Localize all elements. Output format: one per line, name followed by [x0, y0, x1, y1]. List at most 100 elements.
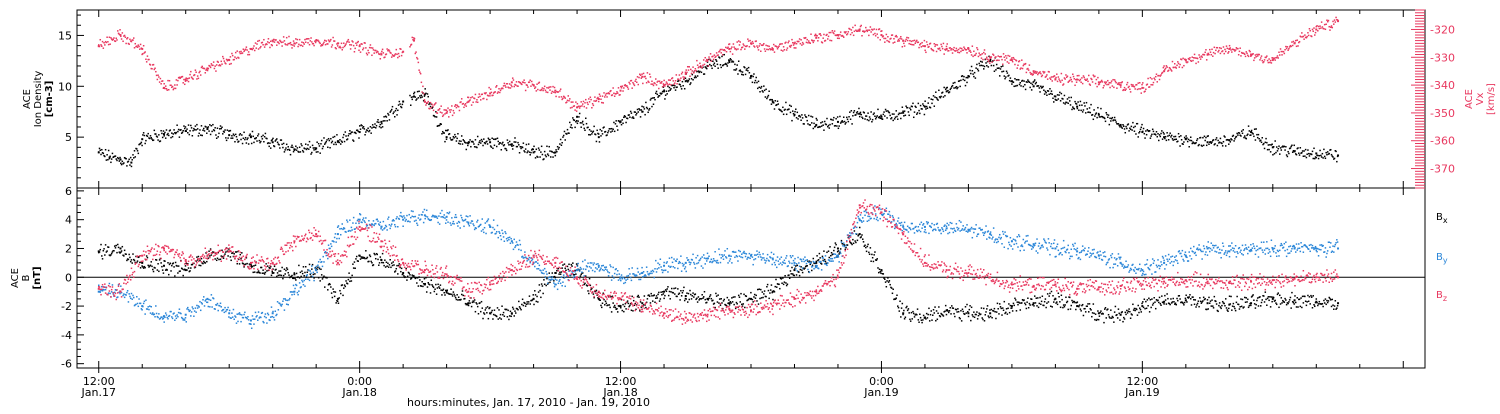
- data-point: [1005, 312, 1007, 314]
- data-point: [216, 64, 218, 66]
- data-point: [453, 137, 455, 139]
- data-point: [714, 54, 716, 56]
- data-point: [1051, 90, 1053, 92]
- y2-label-line: [km/s]: [1486, 83, 1497, 115]
- data-point: [1157, 133, 1159, 135]
- data-point: [1018, 79, 1020, 81]
- data-point: [555, 155, 557, 157]
- data-point: [397, 110, 399, 112]
- data-point: [458, 143, 460, 145]
- data-point: [1179, 64, 1181, 66]
- data-point: [767, 284, 769, 286]
- data-point: [355, 133, 357, 135]
- data-point: [304, 148, 306, 150]
- data-point: [201, 125, 203, 127]
- data-point: [571, 265, 573, 267]
- data-point: [373, 126, 375, 128]
- data-point: [918, 47, 920, 49]
- data-point: [440, 284, 442, 286]
- data-point: [1025, 63, 1027, 65]
- data-point: [1253, 136, 1255, 138]
- data-point: [971, 66, 973, 68]
- data-point: [927, 314, 929, 316]
- data-point: [970, 320, 972, 322]
- data-point: [728, 299, 730, 301]
- data-point: [1290, 46, 1292, 48]
- data-point: [186, 130, 188, 132]
- data-point: [969, 70, 971, 72]
- data-point: [657, 297, 659, 299]
- data-point: [947, 310, 949, 312]
- data-point: [411, 278, 413, 280]
- data-point: [294, 149, 296, 151]
- data-point: [656, 295, 658, 297]
- data-point: [483, 138, 485, 140]
- data-point: [158, 76, 160, 78]
- data-point: [457, 299, 459, 301]
- data-point: [806, 39, 808, 41]
- data-point: [101, 255, 103, 257]
- data-point: [1237, 134, 1239, 136]
- data-point: [258, 270, 260, 272]
- data-point: [682, 292, 684, 294]
- data-point: [1185, 299, 1187, 301]
- data-point: [352, 41, 354, 43]
- data-point: [225, 251, 227, 253]
- data-point: [879, 28, 881, 30]
- data-point: [906, 306, 908, 308]
- data-point: [1128, 130, 1130, 132]
- data-point: [278, 275, 280, 277]
- data-point: [1220, 138, 1222, 140]
- data-point: [986, 65, 988, 67]
- data-point: [596, 100, 598, 102]
- data-point: [281, 275, 283, 277]
- data-point: [1166, 66, 1168, 68]
- data-point: [533, 149, 535, 151]
- data-point: [249, 133, 251, 135]
- data-point: [537, 301, 539, 303]
- data-point: [542, 87, 544, 89]
- data-point: [416, 98, 418, 100]
- data-point: [703, 296, 705, 298]
- data-point: [979, 65, 981, 67]
- data-point: [177, 131, 179, 133]
- data-point: [1306, 157, 1308, 159]
- data-point: [513, 308, 515, 310]
- data-point: [1000, 306, 1002, 308]
- data-point: [435, 102, 437, 104]
- data-point: [466, 105, 468, 107]
- data-point: [1257, 55, 1259, 57]
- data-point: [360, 51, 362, 53]
- data-point: [771, 284, 773, 286]
- data-point: [833, 250, 835, 252]
- data-point: [447, 111, 449, 113]
- data-point: [1029, 64, 1031, 66]
- data-point: [187, 132, 189, 134]
- data-point: [1091, 79, 1093, 81]
- data-point: [217, 258, 219, 260]
- data-point: [943, 315, 945, 317]
- data-point: [943, 96, 945, 98]
- y-tick-label: 0: [65, 271, 72, 284]
- data-point: [924, 50, 926, 52]
- data-point: [670, 291, 672, 293]
- data-point: [316, 141, 318, 143]
- data-point: [1134, 126, 1136, 128]
- data-point: [991, 56, 993, 58]
- data-point: [641, 73, 643, 75]
- data-point: [615, 93, 617, 95]
- data-point: [647, 72, 649, 74]
- data-point: [293, 40, 295, 42]
- data-point: [643, 106, 645, 108]
- data-point: [612, 87, 614, 89]
- data-point: [540, 151, 542, 153]
- data-point: [1293, 150, 1295, 152]
- data-point: [301, 41, 303, 43]
- data-point: [789, 277, 791, 279]
- data-point: [794, 47, 796, 49]
- data-point: [576, 116, 578, 118]
- data-point: [163, 133, 165, 135]
- data-point: [198, 78, 200, 80]
- data-point: [549, 282, 551, 284]
- data-point: [934, 96, 936, 98]
